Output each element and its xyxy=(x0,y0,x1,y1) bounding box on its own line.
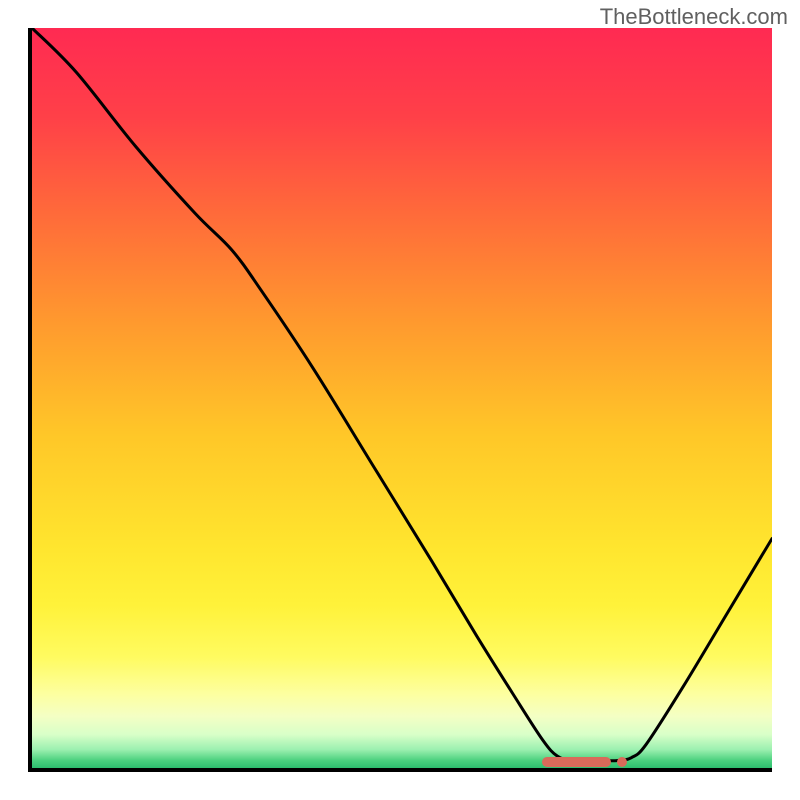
watermark-text: TheBottleneck.com xyxy=(600,4,788,30)
chart-frame xyxy=(28,28,772,772)
optimal-range-marker xyxy=(542,757,612,767)
bottleneck-curve xyxy=(32,28,772,768)
